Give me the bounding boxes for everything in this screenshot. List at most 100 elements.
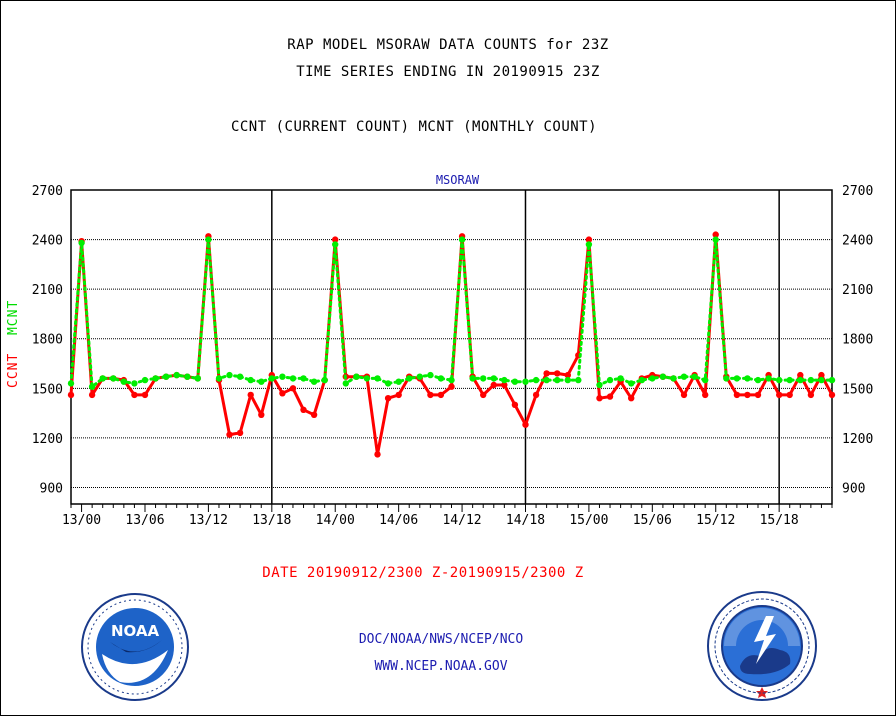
data-point-mcnt [691, 373, 698, 380]
website-link[interactable]: WWW.NCEP.NOAA.GOV [374, 659, 508, 674]
data-point-ccnt [247, 391, 254, 399]
data-point-mcnt [501, 376, 508, 384]
data-point-mcnt [458, 236, 466, 243]
x-tick-label: 13/18 [252, 513, 291, 528]
data-point-mcnt [226, 371, 233, 379]
data-point-ccnt [374, 451, 381, 458]
data-point-ccnt [733, 391, 741, 399]
data-point-mcnt [300, 375, 307, 382]
data-point-ccnt [67, 391, 75, 399]
y-tick-label-right: 2100 [842, 283, 873, 298]
data-point-ccnt [754, 391, 762, 399]
data-point-mcnt [754, 376, 762, 384]
x-tick-label: 15/18 [760, 513, 799, 528]
data-point-mcnt [363, 375, 371, 382]
data-point-ccnt [480, 391, 487, 399]
x-tick-label: 15/00 [569, 513, 608, 528]
data-point-mcnt [437, 375, 445, 382]
data-point-mcnt [162, 373, 170, 380]
data-point-mcnt [406, 375, 413, 382]
x-tick-label: 13/12 [189, 513, 228, 528]
data-point-mcnt [384, 380, 392, 387]
data-point-mcnt [702, 376, 709, 384]
data-point-ccnt [258, 411, 265, 418]
data-point-mcnt [786, 376, 793, 384]
y-tick-label-left: 900 [40, 481, 63, 496]
data-point-mcnt [649, 375, 656, 382]
data-point-ccnt [279, 390, 286, 397]
data-point-mcnt [670, 375, 677, 382]
x-tick-label: 14/18 [506, 513, 545, 528]
data-point-ccnt [532, 391, 540, 399]
data-point-mcnt [215, 375, 223, 382]
data-point-mcnt [67, 380, 75, 387]
chart-subtitle: CCNT (CURRENT COUNT) MCNT (MONTHLY COUNT… [230, 119, 598, 135]
data-point-mcnt [543, 376, 550, 384]
series-line-ccnt [69, 233, 834, 456]
date-range: DATE 20190912/2300 Z-20190915/2300 Z [262, 565, 584, 581]
plot-title: MSORAW [436, 173, 480, 187]
data-point-ccnt [384, 395, 392, 402]
data-point-mcnt [88, 383, 96, 390]
data-point-ccnt [543, 370, 550, 377]
data-point-mcnt [374, 375, 381, 382]
data-point-ccnt [564, 371, 571, 379]
y-tick-label-right: 1800 [842, 333, 873, 348]
data-point-mcnt [321, 376, 328, 384]
data-point-ccnt [310, 411, 318, 418]
data-point-mcnt [606, 376, 614, 384]
y-tick-label-left: 2400 [32, 234, 63, 249]
data-point-mcnt [427, 371, 434, 379]
data-point-mcnt [554, 376, 561, 384]
x-tick-label: 14/06 [379, 513, 418, 528]
data-point-mcnt [131, 380, 138, 387]
x-tick-label: 14/12 [442, 513, 481, 528]
data-point-mcnt [448, 376, 455, 384]
data-point-mcnt [522, 378, 529, 385]
data-point-ccnt [332, 236, 339, 243]
data-point-ccnt [797, 371, 804, 379]
plot-area-border [70, 189, 833, 505]
data-point-ccnt [818, 371, 825, 379]
data-point-mcnt [194, 375, 201, 382]
data-point-mcnt [680, 373, 688, 380]
data-point-mcnt [152, 375, 159, 382]
data-point-mcnt [184, 373, 191, 380]
svg-text:NOAA: NOAA [111, 622, 160, 640]
data-point-ccnt [88, 391, 96, 399]
y-tick-label-left: 1500 [32, 382, 63, 397]
data-point-ccnt [628, 395, 635, 402]
y-tick-label-left: 2700 [32, 184, 63, 199]
data-point-mcnt [818, 376, 825, 384]
org-link[interactable]: DOC/NOAA/NWS/NCEP/NCO [358, 632, 524, 647]
x-tick-label: 15/06 [633, 513, 672, 528]
data-point-mcnt [828, 376, 836, 384]
data-point-mcnt [258, 378, 265, 385]
data-point-mcnt [469, 375, 476, 382]
data-point-mcnt [342, 380, 349, 387]
data-point-mcnt [310, 378, 318, 385]
data-point-mcnt [416, 373, 423, 380]
data-point-ccnt [807, 391, 815, 399]
time-series-chart: 900 900 1200 1200 1500 1500 1800 1800 2100 2100 24… [32, 173, 874, 528]
y-tick-label-left: 1200 [32, 432, 63, 447]
data-point-ccnt [680, 391, 688, 399]
data-point-mcnt [564, 376, 571, 384]
x-tick-label: 13/00 [62, 513, 101, 528]
data-point-mcnt [205, 236, 212, 243]
data-point-ccnt [131, 391, 138, 399]
data-point-mcnt [628, 380, 635, 387]
data-point-mcnt [532, 376, 540, 384]
data-point-mcnt [141, 376, 149, 384]
y-tick-label-left: 1800 [32, 333, 63, 348]
data-point-mcnt [807, 376, 815, 384]
data-point-mcnt [247, 376, 254, 384]
data-point-ccnt [554, 370, 561, 377]
data-point-mcnt [279, 373, 286, 380]
data-point-ccnt [437, 391, 445, 399]
data-point-mcnt [638, 376, 645, 384]
data-point-ccnt [490, 381, 497, 389]
y-tick-label-right: 2700 [842, 184, 873, 199]
data-point-mcnt [480, 375, 487, 382]
national-weather-service-logo [707, 591, 817, 701]
